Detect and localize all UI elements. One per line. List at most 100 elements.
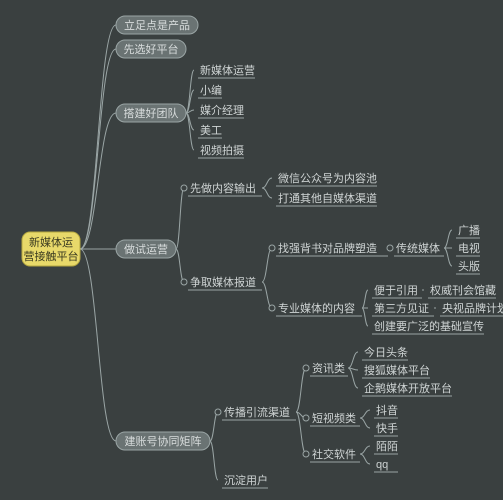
leaf-label: 快手 [376, 421, 398, 435]
edge [444, 248, 452, 266]
leaf-node[interactable]: 快手 [374, 421, 398, 436]
leaf-label: 抖音 [376, 403, 398, 417]
branch-node[interactable]: 先选好平台 [116, 40, 186, 58]
leaf-label: 小编 [200, 83, 222, 97]
leaf-node[interactable]: 美工 [198, 124, 222, 138]
leaf-label: 新媒体运营 [200, 63, 255, 77]
leaf-label: 视频拍摄 [200, 143, 244, 157]
branch-node[interactable]: 立足点是产品 [116, 16, 198, 34]
edge [176, 188, 184, 249]
leaf-label: 美工 [200, 124, 222, 137]
leaf-node[interactable]: 新媒体运营 [198, 63, 255, 78]
leaf-node[interactable]: 搜狐媒体平台 [362, 363, 430, 378]
leaf-node[interactable]: 广播 [456, 223, 480, 238]
leaf-node[interactable]: 抖音 [374, 403, 398, 418]
leaf-node[interactable]: 央视品牌计划 [440, 301, 503, 316]
leaf-label: 权威刊会馆藏 [430, 283, 496, 297]
leaf-node[interactable]: 媒介经理 [198, 104, 244, 118]
leaf-label: 搜狐媒体平台 [364, 363, 430, 377]
edge [80, 49, 116, 249]
leaf-node[interactable]: 传播引流渠道 [215, 405, 296, 420]
expand-dot-icon [181, 279, 187, 285]
leaf-label: 打通其他自媒体渠道 [278, 191, 377, 205]
leaf-node[interactable]: 小编 [198, 83, 222, 98]
leaf-node[interactable]: 今日头条 [362, 345, 408, 360]
leaf-node[interactable]: qq [374, 459, 398, 472]
edge [262, 188, 272, 198]
edge [262, 248, 272, 282]
leaf-node[interactable]: 便于引用 [372, 283, 422, 298]
edge [362, 308, 368, 326]
leaf-node[interactable]: 沉淀用户 [222, 473, 268, 488]
leaf-node[interactable]: 打通其他自媒体渠道 [276, 191, 377, 206]
leaf-node[interactable]: 电视 [456, 241, 480, 256]
root-node[interactable]: 新媒体运营接触平台 [22, 232, 80, 266]
leaf-node[interactable]: 资讯类 [303, 361, 348, 376]
branch-node[interactable]: 做试运营 [116, 240, 176, 258]
branch-label: 搭建好团队 [124, 106, 179, 120]
leaf-node[interactable]: 权威刊会馆藏 [428, 283, 496, 298]
branch-node[interactable]: 建账号协同矩阵 [116, 432, 210, 450]
leaf-label: 头版 [458, 259, 480, 273]
leaf-node[interactable]: 社交软件 [303, 447, 360, 462]
leaf-label: 传播引流渠道 [224, 405, 290, 419]
branch-label: 做试运营 [124, 242, 168, 256]
leaf-label: 专业媒体的内容 [278, 301, 355, 315]
edge [348, 352, 358, 368]
edge [186, 113, 194, 150]
edge [80, 25, 116, 249]
leaf-label: 沉淀用户 [224, 473, 268, 487]
expand-dot-icon [215, 409, 221, 415]
leaf-label: 先做内容输出 [190, 181, 256, 195]
leaf-label: 陌陌 [376, 440, 398, 453]
leaf-node[interactable]: 陌陌 [374, 440, 398, 454]
edge [360, 410, 370, 418]
leaf-label: 创建要广泛的基础宣传 [374, 319, 484, 333]
edge [444, 230, 452, 248]
leaf-node[interactable]: 找强背书对品牌塑造 [269, 241, 388, 256]
edge [360, 454, 370, 464]
branch-label: 立足点是产品 [124, 18, 190, 32]
edge [362, 290, 368, 308]
leaf-label: 企鹅媒体开放平台 [364, 381, 452, 395]
leaf-label: 第三方见证 [374, 301, 429, 315]
edge [80, 249, 116, 441]
leaf-node[interactable]: 短视频类 [303, 411, 360, 426]
leaf-node[interactable]: 先做内容输出 [181, 181, 262, 196]
branch-label: 先选好平台 [124, 42, 179, 56]
leaf-node[interactable]: 争取媒体报道 [181, 275, 262, 290]
expand-dot-icon [269, 245, 275, 251]
leaf-node[interactable]: 微信公众号为内容池 [276, 171, 377, 186]
leaf-node[interactable]: 企鹅媒体开放平台 [362, 381, 452, 396]
leaf-label: 传统媒体 [396, 241, 440, 255]
edge [348, 368, 358, 388]
leaf-node[interactable]: 第三方见证 [372, 301, 434, 316]
mindmap-canvas: 新媒体运营接触平台 立足点是产品先选好平台搭建好团队做试运营建账号协同矩阵 新媒体运… [0, 0, 503, 500]
leaf-label: 微信公众号为内容池 [278, 171, 377, 185]
edge [210, 441, 218, 480]
branch-label: 建账号协同矩阵 [125, 434, 202, 448]
leaf-node[interactable]: 视频拍摄 [198, 143, 244, 158]
leaf-label: 找强背书对品牌塑造 [278, 241, 377, 255]
branch-node[interactable]: 搭建好团队 [116, 104, 186, 122]
leaf-node[interactable]: 专业媒体的内容 [269, 301, 362, 316]
leaf-label: 争取媒体报道 [190, 275, 256, 289]
leaf-node[interactable]: 头版 [456, 259, 480, 274]
edge [296, 368, 306, 412]
edge [262, 178, 272, 188]
root-label: 新媒体运 [29, 235, 73, 249]
leaf-label: 今日头条 [364, 345, 408, 359]
leaf-label: 媒介经理 [200, 104, 244, 117]
leaf-label: 广播 [458, 223, 480, 237]
leaf-label: 央视品牌计划 [442, 301, 503, 315]
expand-dot-icon [181, 185, 187, 191]
leaf-node[interactable]: 创建要广泛的基础宣传 [372, 319, 484, 334]
edge [176, 249, 184, 282]
expand-dot-icon [303, 451, 309, 457]
expand-dot-icon [303, 365, 309, 371]
root-label: 营接触平台 [24, 249, 79, 263]
expand-dot-icon [303, 415, 309, 421]
edge [210, 412, 218, 441]
leaf-node[interactable]: 传统媒体 [387, 241, 444, 256]
edge [360, 418, 370, 428]
